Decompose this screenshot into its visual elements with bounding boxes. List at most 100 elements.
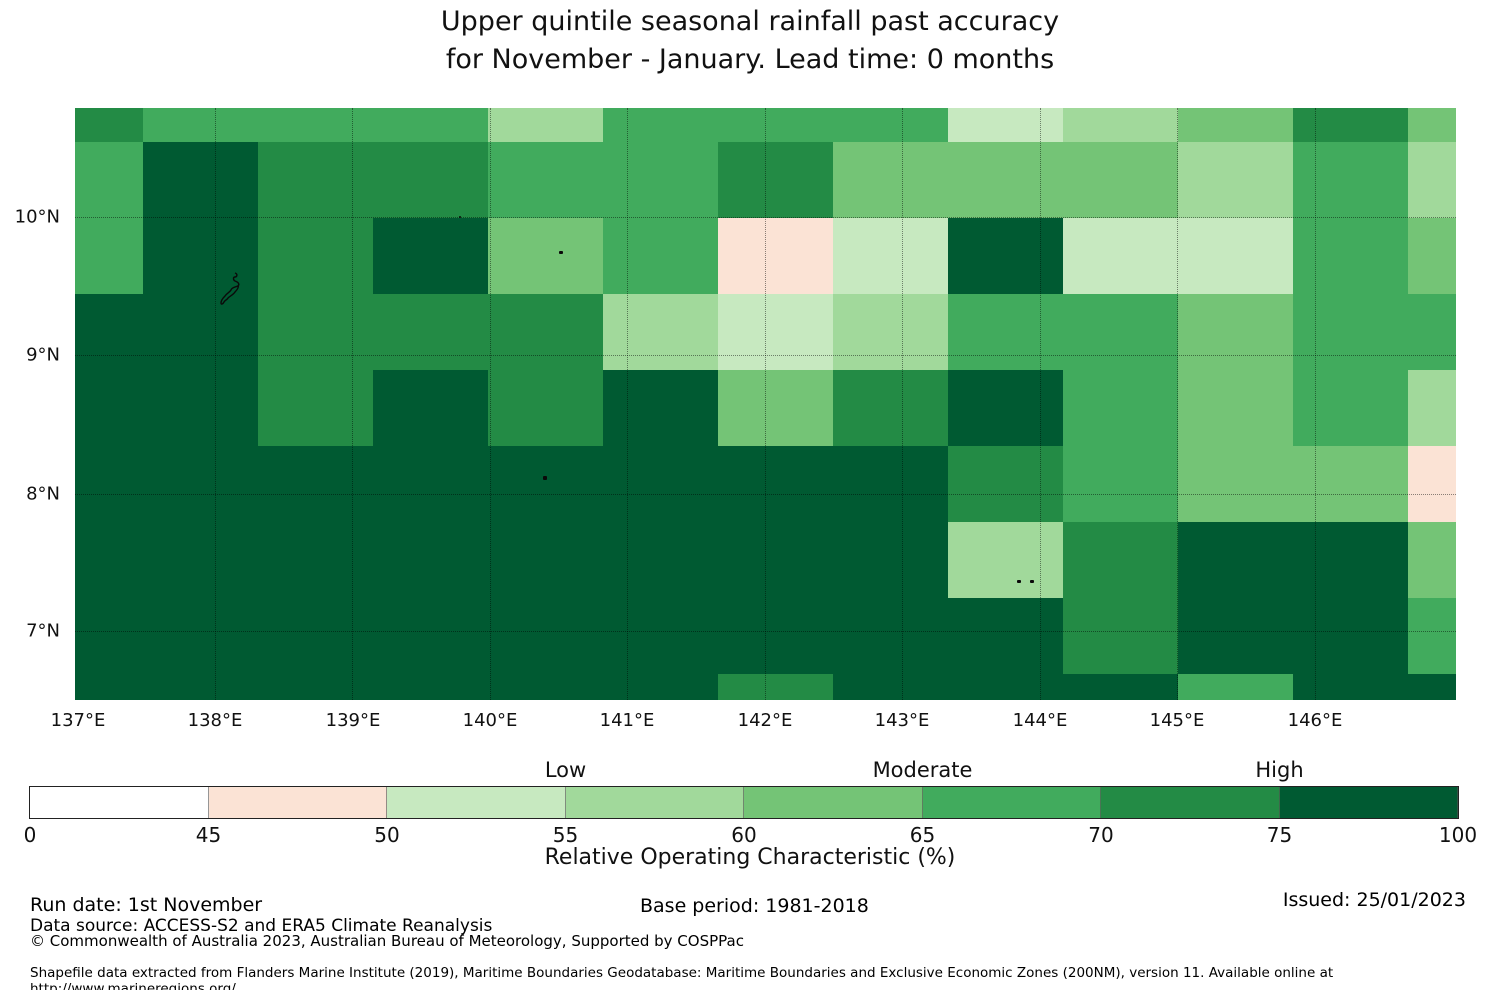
map-cell xyxy=(718,142,833,218)
map-cell xyxy=(948,522,1063,598)
colorbar-segment xyxy=(922,787,1101,818)
colorbar-segment xyxy=(565,787,744,818)
map-cell xyxy=(1408,370,1456,446)
map-cell xyxy=(1408,598,1456,674)
map-cell xyxy=(143,674,258,700)
parallel-gridline xyxy=(75,217,1456,218)
map-cell xyxy=(1063,446,1178,522)
colorbar-category-label: Moderate xyxy=(872,758,973,782)
map-cell xyxy=(488,294,603,370)
colorbar-segment xyxy=(30,787,209,818)
map-cell xyxy=(1293,218,1408,294)
map-cell xyxy=(1293,446,1408,522)
meridian-gridline xyxy=(1177,108,1178,700)
map-cell xyxy=(603,446,718,522)
map-cell xyxy=(488,108,603,142)
colorbar xyxy=(29,786,1459,819)
map-cell xyxy=(1063,218,1178,294)
map-cell xyxy=(373,294,488,370)
meridian-gridline xyxy=(215,108,216,700)
x-axis-tick-label: 141°E xyxy=(599,710,655,731)
map-cell xyxy=(1063,108,1178,142)
map-cell xyxy=(373,522,488,598)
map-cell xyxy=(1293,370,1408,446)
map-cell xyxy=(258,218,373,294)
map-cell xyxy=(1293,108,1408,142)
islet-mark xyxy=(1030,580,1034,583)
map-cell xyxy=(1293,522,1408,598)
meridian-gridline xyxy=(1040,108,1041,700)
palau-islands-outline xyxy=(220,272,240,305)
map-cell xyxy=(603,522,718,598)
map-cell xyxy=(488,522,603,598)
map-cell xyxy=(1293,294,1408,370)
map-cell xyxy=(258,370,373,446)
map-cell xyxy=(948,294,1063,370)
map-cell xyxy=(1063,598,1178,674)
map-cell xyxy=(1408,674,1456,700)
run-date-text: Run date: 1st November xyxy=(30,894,263,916)
map-cell xyxy=(1293,142,1408,218)
map-cell xyxy=(948,370,1063,446)
meridian-gridline xyxy=(352,108,353,700)
copyright-text: © Commonwealth of Australia 2023, Austra… xyxy=(30,932,744,950)
map-cell xyxy=(718,218,833,294)
map-cell xyxy=(718,674,833,700)
islet-mark xyxy=(559,251,563,254)
y-axis-tick-label: 9°N xyxy=(26,344,60,366)
colorbar-segment xyxy=(1101,787,1280,818)
map-cell xyxy=(258,674,373,700)
map-cell xyxy=(373,108,488,142)
map-cell xyxy=(948,446,1063,522)
map-cell xyxy=(1408,142,1456,218)
map-cell xyxy=(143,218,258,294)
colorbar-tick-label: 75 xyxy=(1266,823,1293,847)
colorbar-segment xyxy=(387,787,566,818)
map-cell xyxy=(833,674,948,700)
data-source-text: Data source: ACCESS-S2 and ERA5 Climate … xyxy=(30,916,493,936)
map-cell xyxy=(143,108,258,142)
map-cell xyxy=(1178,370,1293,446)
map-cell xyxy=(833,370,948,446)
colorbar-tick-label: 70 xyxy=(1088,823,1114,847)
map-cell xyxy=(373,218,488,294)
map-cell xyxy=(258,108,373,142)
colorbar-axis-label: Relative Operating Characteristic (%) xyxy=(544,845,956,870)
map-cell xyxy=(1293,598,1408,674)
islet-mark xyxy=(459,216,461,218)
y-axis-tick-label: 7°N xyxy=(26,620,60,642)
map-cell xyxy=(1178,142,1293,218)
map-cell xyxy=(1408,446,1456,522)
meridian-gridline xyxy=(490,108,491,700)
colorbar-tick-label: 45 xyxy=(195,823,222,847)
x-axis-tick-label: 143°E xyxy=(874,710,930,731)
map-cell xyxy=(1178,522,1293,598)
x-axis-tick-label: 142°E xyxy=(737,710,793,731)
map-cell xyxy=(833,218,948,294)
map-cell xyxy=(1408,218,1456,294)
x-axis-tick-label: 146°E xyxy=(1287,710,1343,731)
map-cell xyxy=(1178,218,1293,294)
map-cell xyxy=(75,294,143,370)
map-cell xyxy=(1178,108,1293,142)
colorbar-category-label: Low xyxy=(544,758,587,782)
colorbar-tick-label: 55 xyxy=(552,823,579,847)
meridian-gridline xyxy=(627,108,628,700)
map-cell xyxy=(1063,522,1178,598)
map-cell xyxy=(948,142,1063,218)
map-cell xyxy=(718,108,833,142)
map-cell xyxy=(143,142,258,218)
map-cell xyxy=(603,598,718,674)
map-cell xyxy=(143,294,258,370)
map-cell xyxy=(488,674,603,700)
colorbar-tick-label: 60 xyxy=(731,823,757,847)
map-cell xyxy=(75,522,143,598)
map-cell xyxy=(833,446,948,522)
map-cell xyxy=(948,598,1063,674)
base-period-text: Base period: 1981-2018 xyxy=(640,895,869,917)
map-cell xyxy=(603,294,718,370)
map-cell xyxy=(258,522,373,598)
map-cell xyxy=(258,446,373,522)
map-cell xyxy=(833,294,948,370)
